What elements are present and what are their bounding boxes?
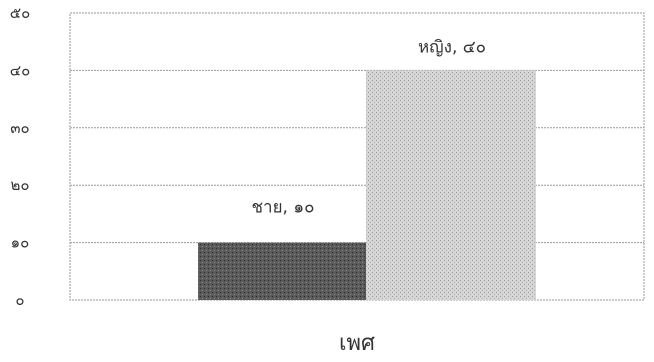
y-tick-label-50: ๕๐ — [10, 4, 31, 22]
data-label-male: ชาย, ๑๐ — [251, 198, 314, 218]
data-labels: ชาย, ๑๐ หญิง, ๔๐ — [251, 37, 486, 217]
x-axis-title: เพศ — [339, 331, 375, 356]
data-label-female: หญิง, ๔๐ — [418, 37, 486, 57]
y-tick-label-0: ๐ — [15, 291, 24, 309]
y-axis-tick-labels: ๐ ๑๐ ๒๐ ๓๐ ๔๐ ๕๐ — [10, 4, 31, 309]
gridlines — [70, 69, 644, 244]
y-tick-label-20: ๒๐ — [10, 176, 29, 194]
bar-female — [366, 70, 536, 301]
bars — [198, 70, 536, 301]
bar-male — [198, 242, 366, 300]
y-tick-label-30: ๓๐ — [10, 119, 29, 137]
y-tick-label-10: ๑๐ — [11, 234, 30, 252]
y-tick-label-40: ๔๐ — [10, 61, 31, 79]
